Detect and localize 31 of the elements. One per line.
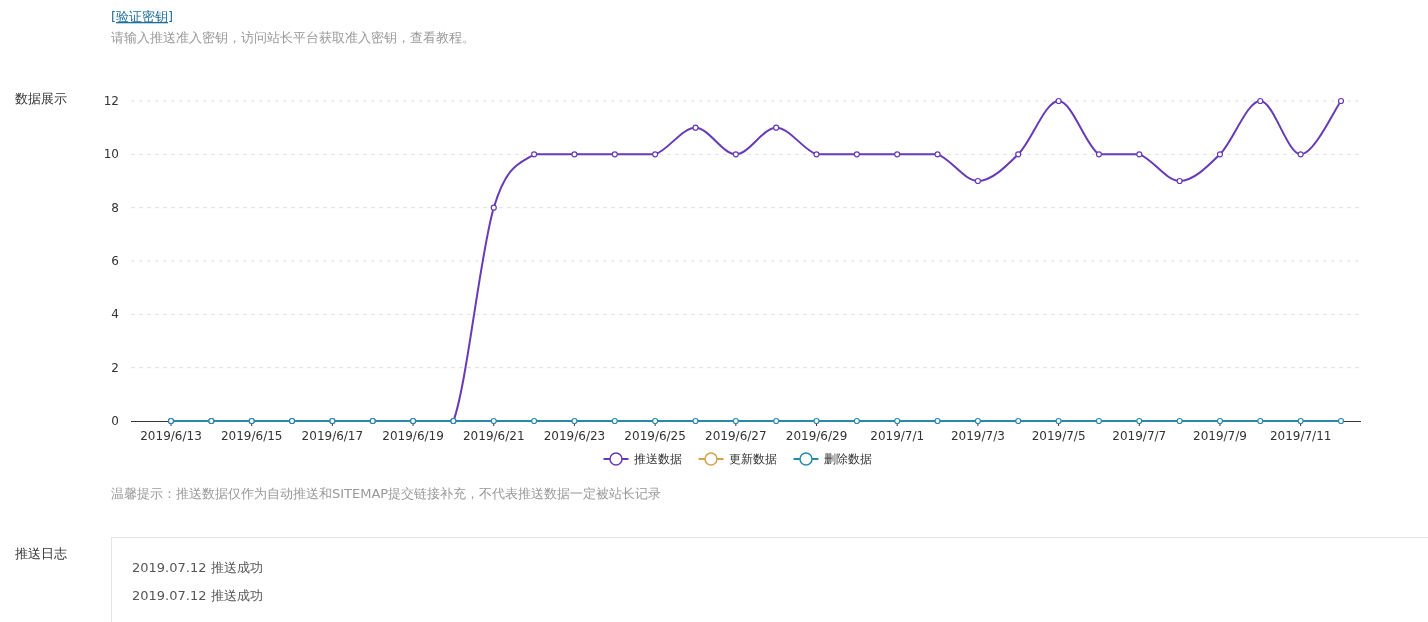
y-tick-label: 4: [111, 307, 119, 322]
text: 2019.07.12 推送成功: [132, 560, 263, 575]
y-tick-label: 12: [103, 94, 119, 108]
x-tick-label: 2019/6/23: [543, 429, 606, 443]
x-tick-label: 2019/7/1: [870, 429, 925, 443]
text: [验证密钥]: [111, 9, 174, 24]
x-tick-label: 2019/6/25: [624, 429, 686, 443]
text: 推送日志: [15, 546, 67, 561]
legend-label: 更新数据: [728, 452, 777, 466]
y-tick-label: 2: [111, 360, 119, 375]
y-tick-label: 8: [111, 200, 119, 215]
x-tick-label: 2019/7/11: [1269, 429, 1332, 443]
y-tick-label: 0: [111, 414, 119, 428]
legend-label: 推送数据: [633, 452, 682, 466]
x-tick-label: 2019/7/5: [1031, 429, 1086, 443]
text: 2019.07.12 推送成功: [132, 588, 263, 603]
x-tick-label: 2019/6/27: [705, 429, 767, 443]
x-tick-label: 2019/6/29: [785, 429, 848, 443]
y-tick-label: 10: [103, 147, 119, 162]
x-tick-label: 2019/7/3: [950, 429, 1005, 443]
x-tick-label: 2019/6/19: [382, 429, 444, 443]
x-tick-label: 2019/7/9: [1193, 429, 1247, 443]
x-tick-label: 2019/7/7: [1112, 429, 1167, 443]
text: 请输入推送准入密钥，访问站长平台获取准入密钥，查看教程。: [111, 30, 475, 45]
x-tick-label: 2019/6/15: [220, 429, 283, 443]
legend-label: 删除数据: [823, 452, 872, 466]
x-tick-label: 2019/6/21: [462, 429, 525, 443]
x-tick-label: 2019/6/17: [301, 429, 364, 443]
text: 数据展示: [15, 91, 67, 106]
x-tick-label: 2019/6/13: [140, 429, 202, 443]
y-tick-label: 6: [111, 254, 119, 268]
